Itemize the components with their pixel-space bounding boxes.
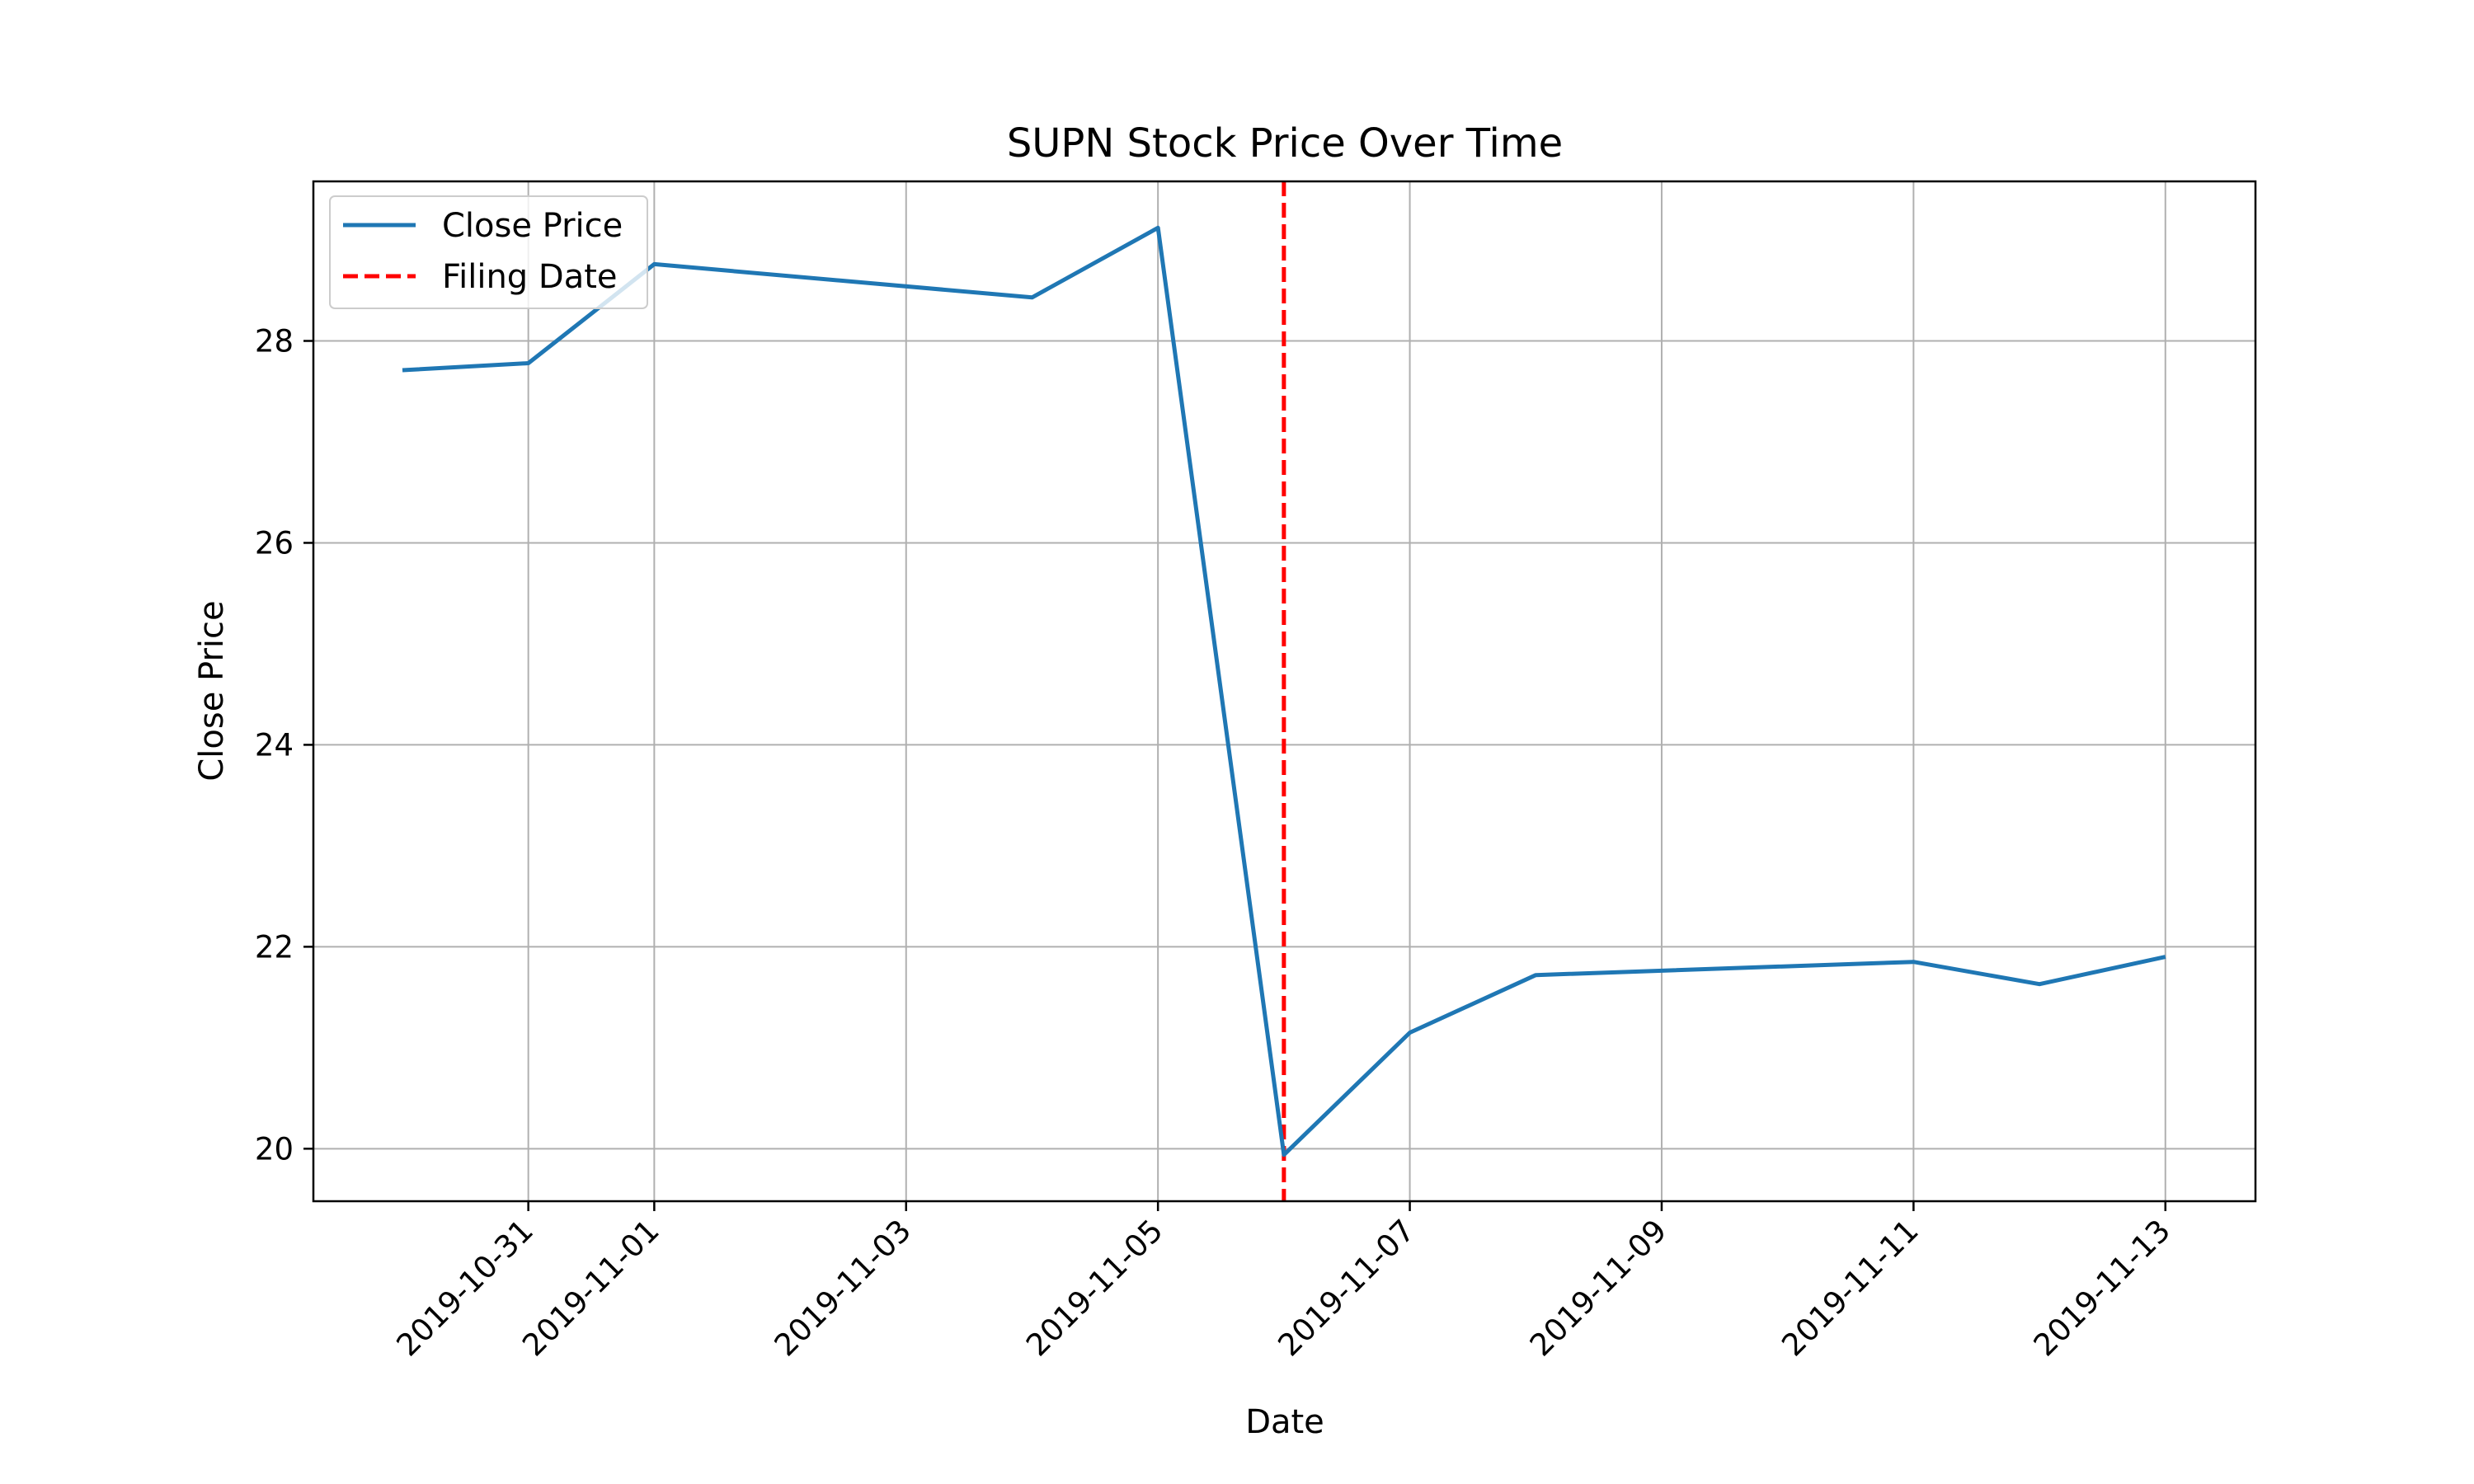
y-axis-title: Close Price [193, 600, 231, 781]
data-point-1 [527, 362, 529, 364]
data-point-9 [2039, 983, 2041, 985]
y-tick-label-0: 20 [255, 1131, 294, 1167]
data-point-2 [653, 263, 656, 265]
data-point-3 [1031, 296, 1033, 298]
data-point-8 [1912, 960, 1915, 963]
plot-frame [312, 180, 2257, 1203]
legend-label-filing-date: Filing Date [442, 258, 618, 296]
data-point-10 [2164, 956, 2166, 958]
data-point-6 [1409, 1031, 1411, 1034]
y-tick-label-2: 24 [255, 727, 294, 763]
y-tick-label-4: 28 [255, 324, 294, 359]
y-tick-label-1: 22 [255, 929, 294, 965]
y-tick-label-3: 26 [255, 525, 294, 561]
x-axis-title: Date [1245, 1403, 1324, 1441]
data-point-5 [1282, 1153, 1285, 1156]
chart-title: SUPN Stock Price Over Time [1007, 120, 1563, 167]
data-point-4 [1157, 227, 1159, 229]
data-point-0 [401, 369, 403, 372]
legend: Close Price Filing Date [329, 195, 648, 309]
y-axis-ticks: 20 22 24 26 28 [255, 324, 313, 1167]
legend-label-close-price: Close Price [442, 207, 623, 245]
data-point-7 [1535, 974, 1537, 976]
